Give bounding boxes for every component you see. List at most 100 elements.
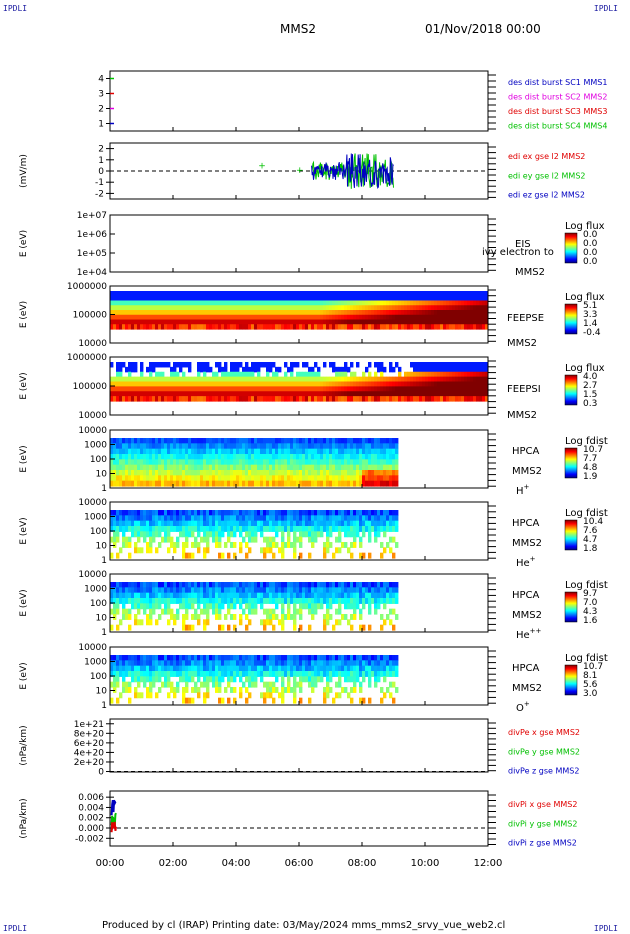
heatmap-cell <box>242 480 246 487</box>
heatmap-cell <box>230 480 234 487</box>
heatmap-cell <box>176 526 180 532</box>
heatmap-cell <box>344 386 348 392</box>
heatmap-cell <box>371 454 375 460</box>
heatmap-cell <box>260 464 264 471</box>
heatmap-cell <box>176 480 180 487</box>
heatmap-cell <box>446 305 450 311</box>
heatmap-cell <box>305 475 309 482</box>
heatmap-cell <box>383 396 387 402</box>
heatmap-cell <box>143 603 147 610</box>
heatmap-cell <box>158 291 162 297</box>
heatmap-cell <box>209 391 213 397</box>
y-axis-label: E (eV) <box>19 517 29 544</box>
heatmap-cell <box>260 391 264 397</box>
heatmap-cell <box>149 448 153 455</box>
panel-HPCA-He1: He+ <box>109 501 578 569</box>
heatmap-cell <box>386 582 390 588</box>
heatmap-cell <box>356 459 360 466</box>
heatmap-cell <box>392 480 396 487</box>
heatmap-cell <box>353 391 357 397</box>
heatmap-cell <box>326 587 330 594</box>
heatmap-cell <box>374 324 378 330</box>
heatmap-cell <box>458 396 462 402</box>
heatmap-cell <box>317 376 321 383</box>
heatmap-cell <box>410 386 414 392</box>
heatmap-cell <box>323 526 327 532</box>
heatmap-cell <box>248 536 252 543</box>
heatmap-cell <box>272 510 276 516</box>
heatmap-cell <box>203 520 207 527</box>
heatmap-cell <box>251 515 255 522</box>
heatmap-cell <box>110 454 114 460</box>
heatmap-cell <box>344 665 348 672</box>
heatmap-cell <box>170 386 174 392</box>
heatmap-cell <box>128 300 132 306</box>
heatmap-cell <box>170 371 174 378</box>
heatmap-cell <box>347 547 351 554</box>
heatmap-cell <box>335 443 339 450</box>
heatmap-cell <box>266 547 270 554</box>
heatmap-cell <box>191 291 195 297</box>
heatmap-cell <box>482 376 486 383</box>
heatmap-cell <box>230 371 234 378</box>
heatmap-cell <box>275 603 279 610</box>
heatmap-cell <box>284 319 288 325</box>
heatmap-cell <box>452 371 456 378</box>
heatmap-cell <box>308 295 312 302</box>
heatmap-cell <box>218 366 222 373</box>
heatmap-cell <box>122 448 126 455</box>
heatmap-cell <box>173 614 177 620</box>
heatmap-cell <box>230 671 234 677</box>
heatmap-cell <box>314 319 318 325</box>
heatmap-cell <box>182 592 186 599</box>
heatmap-cell <box>395 314 399 321</box>
heatmap-cell <box>389 464 393 471</box>
heatmap-cell <box>383 366 387 373</box>
heatmap-cell <box>143 671 147 677</box>
heatmap-cell <box>155 515 159 522</box>
heatmap-cell <box>359 614 363 620</box>
heatmap-cell <box>338 381 342 387</box>
y-tick-label: 10000 <box>78 570 107 580</box>
heatmap-cell <box>290 396 294 402</box>
heatmap-cell <box>188 295 192 302</box>
heatmap-cell <box>434 381 438 387</box>
heatmap-cell <box>158 475 162 482</box>
heatmap-cell <box>311 470 315 476</box>
heatmap-cell <box>350 319 354 325</box>
heatmap-cell <box>281 531 285 538</box>
heatmap-cell <box>293 319 297 325</box>
heatmap-cell <box>140 515 144 522</box>
heatmap-cell <box>185 592 189 599</box>
heatmap-cell <box>110 598 114 604</box>
heatmap-cell <box>308 671 312 677</box>
heatmap-cell <box>365 459 369 466</box>
heatmap-cell <box>371 475 375 482</box>
heatmap-cell <box>329 448 333 455</box>
heatmap-cell <box>452 295 456 302</box>
heatmap-cell <box>230 655 234 661</box>
heatmap-cell <box>278 366 282 373</box>
heatmap-cell <box>254 660 258 667</box>
heatmap-cell <box>248 547 252 554</box>
heatmap-cell <box>290 687 294 693</box>
heatmap-cell <box>191 381 195 387</box>
heatmap-cell <box>110 624 114 631</box>
heatmap-cell <box>317 295 321 302</box>
heatmap-cell <box>473 295 477 302</box>
heatmap-cell <box>185 515 189 522</box>
heatmap-cell <box>206 520 210 527</box>
heatmap-cell <box>308 582 312 588</box>
heatmap-cell <box>341 665 345 672</box>
heatmap-cell <box>209 319 213 325</box>
heatmap-cell <box>389 314 393 321</box>
heatmap-cell <box>176 386 180 392</box>
overlay-label: ivy electron to <box>482 247 554 258</box>
heatmap-cell <box>398 386 402 392</box>
heatmap-cell <box>482 366 486 373</box>
heatmap-cell <box>254 362 258 368</box>
heatmap-cell <box>113 598 117 604</box>
heatmap-cell <box>434 300 438 306</box>
heatmap-cell <box>281 291 285 297</box>
heatmap-cell <box>353 526 357 532</box>
